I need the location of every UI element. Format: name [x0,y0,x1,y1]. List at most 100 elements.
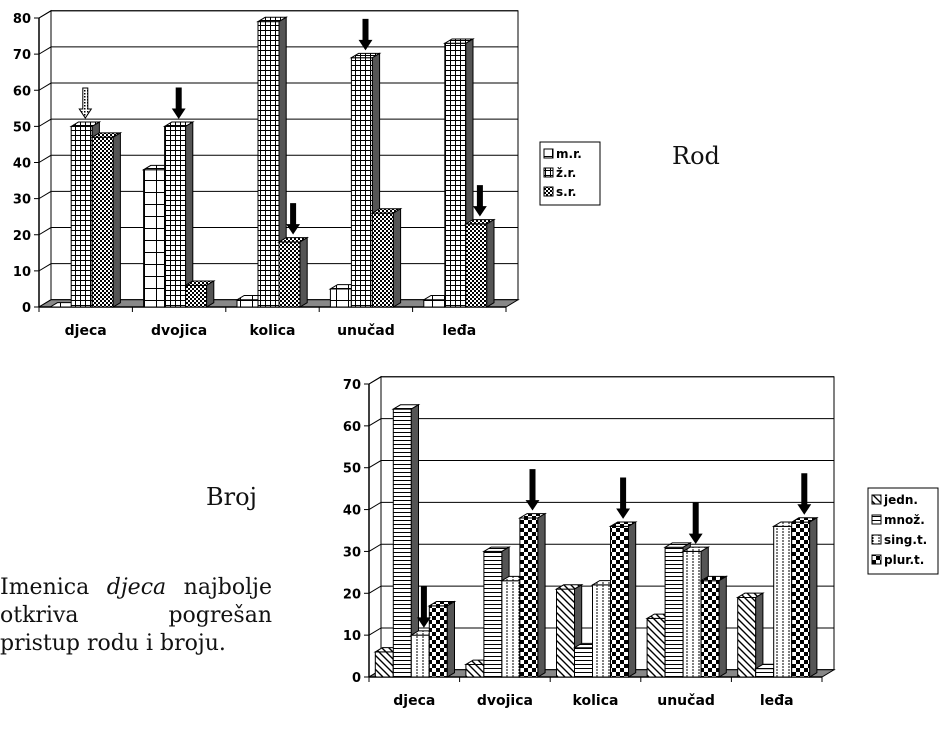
c1-arrow [78,87,93,119]
c2-bar [789,516,819,678]
c2-bar-side [809,516,818,678]
c1-legend-swatch [543,186,554,197]
c1-bar-front [329,288,352,308]
c2-bar [391,403,421,678]
c2-gridline [368,376,834,385]
c2-ytick-label: 10 [343,629,361,644]
c1-legend-swatch [543,148,554,159]
c2-bar-front [791,521,811,678]
c1-bar [90,132,123,308]
c1-ytick-label: 80 [13,12,31,27]
c1-legend-label: s.r. [556,185,576,199]
c2-legend-label: množ. [884,513,925,527]
c1-arrow [286,203,301,235]
c2-bar-front [501,580,521,678]
c1-bar-side [206,280,215,308]
c1-xtick-label: dvojica [151,323,207,339]
c2-bar-side [446,600,455,678]
c2-bar [608,521,638,678]
c1-bar-front [350,57,373,308]
c1-bar [183,280,216,308]
c2-gridline [368,418,834,427]
c1-gridline [38,10,518,19]
c1-bar-front [91,136,114,308]
c2-bar-side [537,512,546,678]
c2-gridline [368,460,834,469]
c2-bar-front [610,525,629,678]
c1-legend-swatch [543,167,554,178]
c1-bar-side [299,236,308,308]
c2-bar-front [392,408,412,678]
c1-bar [256,16,289,308]
c2-xtick-label: unučad [657,693,715,709]
c2-arrow [616,477,631,519]
c1-bar-side [392,207,402,308]
c1-ytick-label: 40 [13,157,31,172]
c1-xtick-label: leđa [442,323,476,339]
c1-bar-front [371,212,394,308]
c2-legend-swatch [871,494,882,505]
c1-ytick-label: 50 [13,120,31,135]
c1-bar-side [486,218,495,308]
c1-bar-front [236,299,259,308]
c1-bar-front [257,21,280,308]
c2-bar-front [737,596,757,678]
c1-arrow [358,18,373,51]
c2-ytick-label: 60 [343,420,361,435]
c2-bar-front [465,663,485,678]
c2-bar-front [410,634,430,678]
c1-ytick-label: 0 [22,301,31,316]
c2-bar-side [718,575,727,678]
c1-gridline [38,46,518,55]
c2-bar-front [592,584,611,678]
c1-bar-front [185,284,208,308]
c2-xtick-label: dvojica [477,693,533,709]
broj-label: Broj [206,483,257,511]
c2-legend-swatch [871,554,882,565]
caption-text: Imenica djeca najbolje otkriva pogrešan … [0,574,272,658]
c1-bar [463,218,496,308]
c2-bar-front [773,525,793,678]
c2-bar [699,575,729,678]
c2-bar-front [556,588,575,678]
c2-legend-swatch [871,514,882,525]
c2-bar-front [374,651,394,678]
c1-xtick-label: djeca [65,323,107,339]
c2-xtick-label: djeca [393,693,435,709]
c2-bar-front [755,668,775,678]
c1-bar-front [70,125,93,308]
c2-arrow [797,473,812,515]
caption-part1: Imenica [0,575,107,600]
c1-arrow [171,87,186,119]
c1-bar-front [444,42,467,308]
c1-bar-side [185,121,194,308]
c1-bar [277,236,310,308]
c1-ytick-label: 20 [13,229,31,244]
c2-arrow [416,586,431,628]
c2-legend-label: jedn. [883,493,918,507]
c2-bar [735,592,765,678]
c2-bar-front [519,517,539,678]
c2-bar-front [428,605,448,678]
c1-ytick-label: 10 [13,265,31,280]
c2-legend-label: sing.t. [884,533,927,547]
c1-bar-side [112,132,121,308]
c1-legend-label: m.r. [556,147,582,161]
c2-bar-front [700,580,720,678]
c2-legend-label: plur.t. [884,553,924,567]
c2-bar [518,512,547,678]
c1-bar-front [278,241,301,308]
c1-bar [162,121,195,308]
c2-legend-swatch [871,534,882,545]
c1-ytick-label: 30 [13,193,31,208]
c1-bar-front [143,169,166,308]
c2-arrow [525,469,540,511]
c1-bar-front [164,125,187,308]
c1-arrow [472,185,487,217]
c1-bar [370,207,403,308]
c1-xtick-label: unučad [337,323,395,339]
c1-bar-front [465,223,488,308]
c2-bar-front [646,617,666,678]
c2-bar [427,600,457,678]
